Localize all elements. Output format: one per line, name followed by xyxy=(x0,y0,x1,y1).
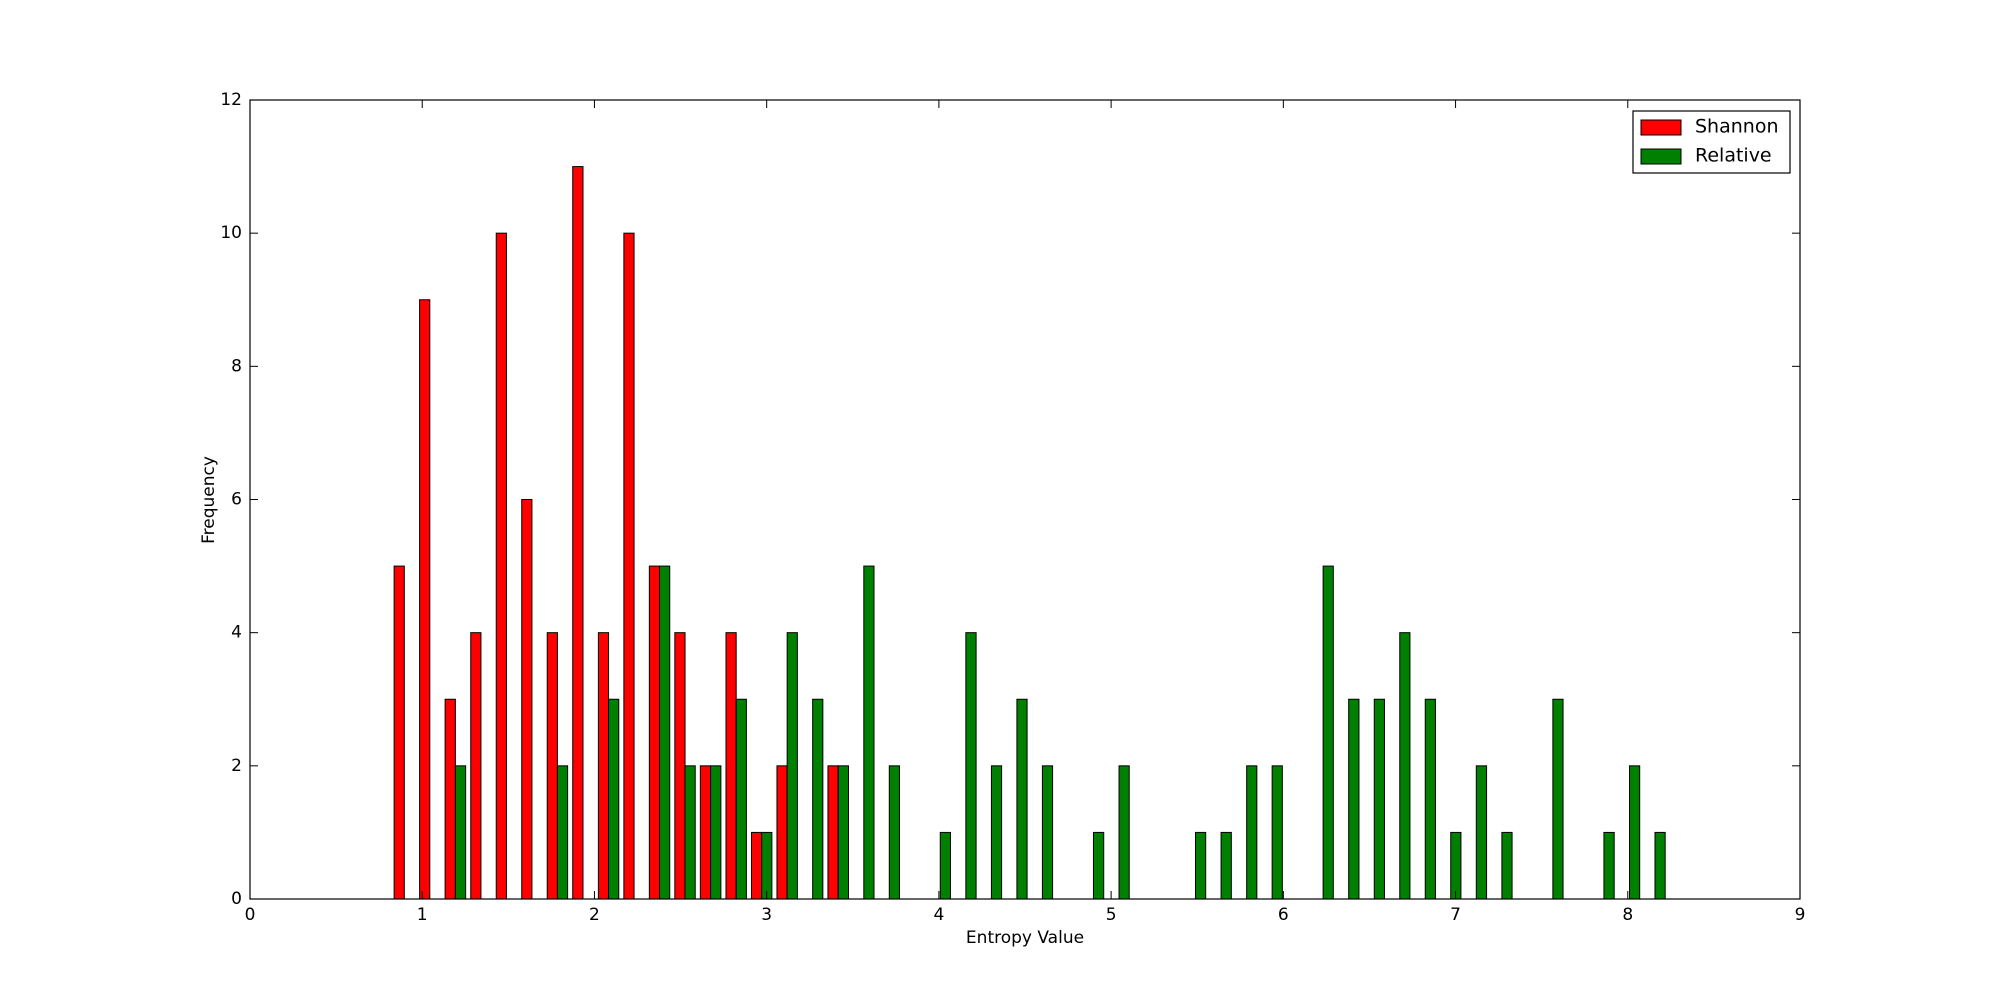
y-tick-label: 10 xyxy=(220,223,242,243)
x-tick-label: 0 xyxy=(245,905,256,925)
bar xyxy=(1399,632,1411,900)
bar xyxy=(495,232,507,900)
bar xyxy=(1041,765,1054,900)
bar xyxy=(939,831,951,900)
legend-label: Shannon xyxy=(1695,116,1779,138)
bar xyxy=(546,632,558,900)
bar xyxy=(812,698,824,900)
bar xyxy=(1348,698,1360,900)
bar xyxy=(710,765,722,900)
bar xyxy=(608,698,620,900)
bar xyxy=(735,698,747,900)
bar xyxy=(827,765,839,900)
bar xyxy=(572,166,584,900)
bar xyxy=(597,632,610,900)
x-axis-label: Entropy Value xyxy=(966,928,1084,948)
x-tick-label: 5 xyxy=(1106,905,1117,925)
y-tick-label: 2 xyxy=(231,756,242,776)
bar xyxy=(888,765,900,900)
bar xyxy=(750,831,763,900)
bar xyxy=(470,632,482,900)
bar xyxy=(684,765,696,900)
bar xyxy=(521,499,533,900)
y-tick-label: 8 xyxy=(231,356,242,376)
x-tick-label: 2 xyxy=(589,905,600,925)
bar xyxy=(699,765,712,900)
bar xyxy=(1552,698,1564,900)
bar xyxy=(1246,765,1258,900)
bar xyxy=(863,565,875,900)
legend-label: Relative xyxy=(1695,145,1772,167)
bar xyxy=(1603,831,1615,900)
y-tick-label: 4 xyxy=(231,623,242,643)
bar xyxy=(786,632,798,900)
bar xyxy=(1271,765,1283,900)
bar xyxy=(776,765,788,900)
bar xyxy=(454,765,467,900)
y-axis-label: Frequency xyxy=(199,456,219,544)
legend-swatch xyxy=(1640,148,1682,165)
x-tick-label: 6 xyxy=(1278,905,1289,925)
bar xyxy=(1450,831,1462,900)
bar xyxy=(1373,698,1385,900)
x-tick-label: 3 xyxy=(761,905,772,925)
bar xyxy=(556,765,569,900)
bar xyxy=(1629,765,1641,900)
bar xyxy=(761,831,773,900)
bar xyxy=(674,632,686,900)
x-tick-label: 7 xyxy=(1450,905,1461,925)
x-tick-label: 4 xyxy=(933,905,944,925)
bar xyxy=(659,565,671,900)
bar xyxy=(393,565,405,900)
y-tick-label: 0 xyxy=(231,889,242,909)
legend-swatch xyxy=(1640,119,1682,136)
bar xyxy=(965,632,977,900)
bar xyxy=(990,765,1003,900)
bar xyxy=(1501,831,1513,900)
bar xyxy=(1195,831,1207,900)
bar xyxy=(648,565,661,900)
x-tick-label: 8 xyxy=(1622,905,1633,925)
x-tick-label: 1 xyxy=(417,905,428,925)
bar xyxy=(1118,765,1130,900)
bar xyxy=(837,765,849,900)
y-tick-label: 12 xyxy=(220,90,242,110)
bar xyxy=(419,299,431,900)
x-tick-label: 9 xyxy=(1795,905,1806,925)
bar xyxy=(1220,831,1232,900)
bar xyxy=(1016,698,1028,900)
bar xyxy=(1654,831,1666,900)
bar xyxy=(1092,831,1105,900)
bar xyxy=(1322,565,1334,900)
bar xyxy=(444,698,456,900)
bar xyxy=(1475,765,1488,900)
bar xyxy=(725,632,737,900)
bar xyxy=(623,232,635,900)
y-tick-label: 6 xyxy=(231,490,242,510)
bar xyxy=(1424,698,1436,900)
